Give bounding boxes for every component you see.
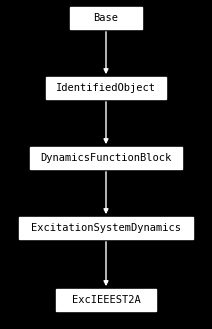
Text: Base: Base bbox=[93, 13, 119, 23]
FancyBboxPatch shape bbox=[30, 147, 182, 169]
Text: IdentifiedObject: IdentifiedObject bbox=[56, 83, 156, 93]
FancyBboxPatch shape bbox=[46, 77, 166, 99]
FancyBboxPatch shape bbox=[70, 7, 142, 29]
Text: ExcitationSystemDynamics: ExcitationSystemDynamics bbox=[31, 223, 181, 233]
Text: ExcIEEEST2A: ExcIEEEST2A bbox=[72, 295, 140, 305]
Text: DynamicsFunctionBlock: DynamicsFunctionBlock bbox=[40, 153, 172, 163]
FancyBboxPatch shape bbox=[56, 289, 156, 311]
FancyBboxPatch shape bbox=[19, 217, 193, 239]
